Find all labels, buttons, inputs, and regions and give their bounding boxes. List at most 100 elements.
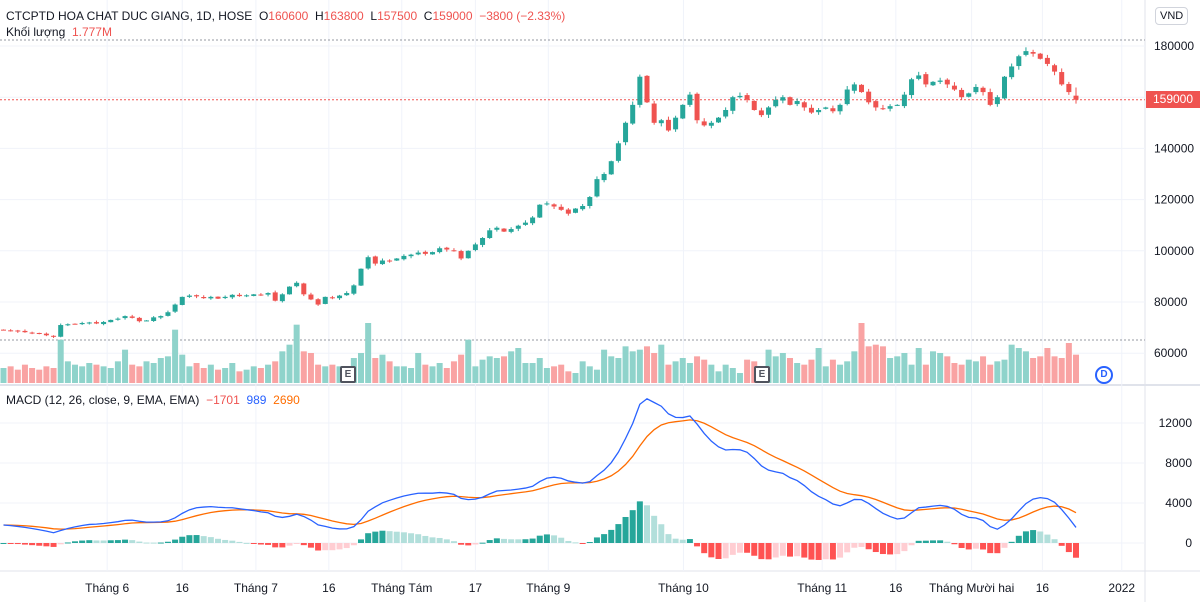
candle-body: [372, 256, 378, 264]
macd-histogram-bar: [129, 540, 136, 543]
candle-body: [1073, 95, 1079, 100]
macd-histogram-bar: [829, 543, 836, 560]
candle-body: [501, 228, 507, 232]
candle-body: [129, 316, 135, 318]
candle-body: [773, 99, 779, 107]
candle-body: [608, 161, 614, 175]
macd-histogram-bar: [608, 529, 615, 543]
macd-histogram-bar: [422, 535, 429, 543]
macd-histogram-bar: [551, 535, 558, 543]
candle-body: [851, 84, 857, 91]
macd-histogram-bar: [272, 543, 279, 548]
macd-histogram-bar: [136, 541, 143, 543]
candle-body: [258, 294, 264, 296]
macd-histogram-bar: [300, 543, 307, 546]
macd-legend: MACD (12, 26, close, 9, EMA, EMA) −1701 …: [6, 393, 300, 407]
macd-histogram-bar: [615, 524, 622, 543]
macd-histogram-bar: [400, 532, 407, 543]
dividend-marker[interactable]: D: [1095, 366, 1113, 384]
macd-histogram-bar: [215, 538, 221, 543]
volume-bar: [229, 363, 236, 383]
macd-histogram-bar: [72, 541, 78, 543]
volume-bar: [851, 351, 858, 383]
candle-body: [1009, 66, 1015, 78]
volume-bar: [808, 359, 815, 383]
macd-histogram-bar: [50, 543, 57, 547]
candle-body: [401, 255, 407, 260]
candle-body: [1044, 57, 1050, 64]
macd-histogram-bar: [250, 543, 257, 544]
candle-body: [472, 244, 478, 251]
candle-body: [65, 324, 71, 326]
volume-bar: [922, 364, 929, 383]
macd-histogram-bar: [944, 541, 951, 543]
macd-histogram-bar: [801, 543, 808, 558]
earnings-marker[interactable]: E: [754, 366, 770, 383]
macd-histogram-bar: [107, 540, 114, 543]
high-label: H: [315, 9, 324, 23]
volume-bar: [443, 368, 450, 383]
macd-histogram-bar: [593, 537, 600, 543]
volume-bar: [636, 349, 643, 383]
macd-histogram-bar: [200, 536, 207, 543]
volume-bar: [379, 354, 386, 383]
candle-body: [379, 260, 385, 265]
macd-histogram-bar: [765, 543, 772, 560]
macd-histogram-bar: [257, 543, 264, 545]
macd-histogram-bar: [429, 537, 436, 543]
volume-bar: [930, 351, 936, 383]
macd-histogram-bar: [29, 543, 36, 546]
macd-histogram-bar: [186, 535, 193, 543]
candle-body: [487, 230, 493, 238]
macd-histogram-bar: [265, 543, 272, 545]
macd-histogram-bar: [779, 543, 786, 556]
macd-histogram-bar: [951, 543, 958, 545]
candle-body: [651, 103, 657, 123]
candle-body: [422, 251, 428, 254]
macd-histogram-bar: [744, 543, 751, 553]
earnings-marker[interactable]: E: [340, 366, 356, 383]
volume-bar: [1073, 354, 1079, 383]
time-label: 2022: [1108, 581, 1135, 595]
volume-bar: [908, 364, 915, 383]
volume-bar: [1037, 356, 1044, 383]
volume-bar: [436, 363, 443, 383]
volume-bar: [164, 356, 171, 383]
macd-histogram-bar: [179, 536, 186, 543]
macd-histogram-bar: [701, 543, 708, 554]
candle-body: [994, 97, 1000, 105]
volume-bar: [458, 354, 465, 383]
macd-histogram-bar: [172, 539, 179, 543]
candle-body: [358, 268, 364, 286]
macd-histogram-bar: [64, 542, 71, 544]
candle-body: [794, 101, 800, 105]
time-label: Tháng Tám: [371, 581, 432, 595]
volume-bar: [7, 366, 14, 383]
candle-body: [673, 117, 679, 130]
candle-body: [430, 252, 435, 255]
macd-histogram-bar: [93, 540, 100, 543]
volume-bar: [744, 359, 751, 383]
volume-bar: [286, 344, 293, 383]
candle-body: [937, 80, 943, 82]
currency-button[interactable]: VND: [1155, 7, 1189, 25]
candle-body: [158, 316, 164, 318]
candle-body: [408, 254, 414, 257]
volume-bar: [486, 356, 493, 383]
macd-histogram-bar: [915, 540, 922, 543]
volume-bar: [536, 358, 543, 383]
macd-tick-label: 8000: [1165, 456, 1192, 470]
macd-signal-line: [3, 419, 1077, 530]
candle-body: [744, 95, 750, 100]
volume-bar: [837, 364, 844, 383]
volume-bar: [1058, 358, 1065, 383]
macd-histogram-bar: [508, 539, 515, 543]
volume-bar: [450, 361, 457, 383]
macd-histogram-bar: [958, 543, 965, 549]
macd-histogram-bar: [7, 543, 14, 544]
macd-histogram-bar: [980, 543, 987, 550]
macd-histogram-bar: [229, 540, 236, 543]
macd-histogram-bar: [36, 543, 43, 546]
macd-histogram-bar: [722, 543, 729, 559]
